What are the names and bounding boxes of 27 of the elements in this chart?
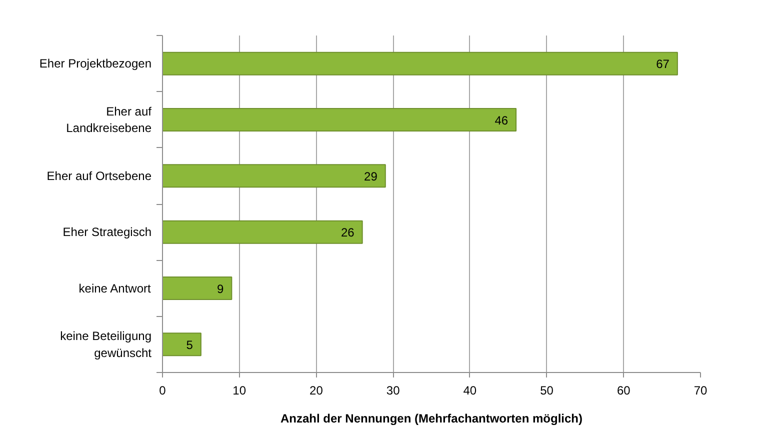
y-tick-label: Eher Projektbezogen <box>39 56 152 71</box>
data-label: 9 <box>217 282 224 296</box>
data-label: 29 <box>364 169 378 184</box>
x-tick-label: 10 <box>232 384 246 398</box>
x-tick-label: 20 <box>310 384 324 398</box>
bar <box>162 332 202 356</box>
x-tick-label: 60 <box>616 384 631 398</box>
data-label: 26 <box>340 226 355 240</box>
data-label: 5 <box>186 338 194 352</box>
x-axis-title: Anzahl der Nennungen (Mehrfachantworten möglich) <box>280 412 583 426</box>
data-label: 46 <box>494 113 508 128</box>
y-tick-label: Eher Strategisch <box>62 225 152 240</box>
bar <box>162 220 363 244</box>
bar <box>162 52 678 76</box>
bar <box>162 108 517 132</box>
x-tick-label: 30 <box>386 384 400 398</box>
x-tick-label: 40 <box>463 384 477 398</box>
x-tick-label: 50 <box>540 384 554 398</box>
y-tick-label: Eher auf Landkreisebene <box>66 104 152 136</box>
x-tick-label: 0 <box>159 384 166 398</box>
bar <box>162 276 232 300</box>
y-tick-label: keine Antwort <box>78 281 152 296</box>
bar <box>162 164 386 188</box>
x-tick-label: 70 <box>694 384 708 398</box>
data-label: 67 <box>656 57 670 72</box>
y-tick-label: keine Beteiligung gewünscht <box>60 329 152 360</box>
y-tick-label: Eher auf Ortsebene <box>46 168 152 183</box>
